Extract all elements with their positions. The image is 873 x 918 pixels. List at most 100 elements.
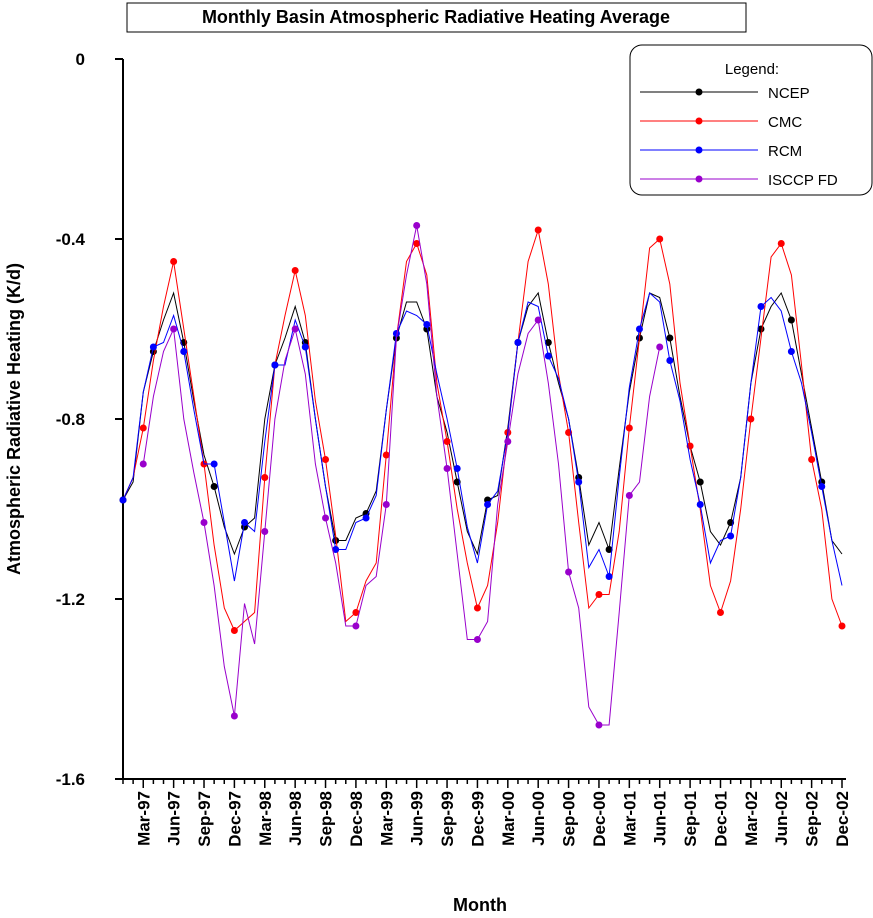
series-marker <box>808 456 816 463</box>
x-tick-label: Sep-01 <box>681 791 700 847</box>
series-marker <box>261 474 269 481</box>
series-marker <box>180 348 188 355</box>
series-marker <box>453 465 461 472</box>
legend-marker <box>695 175 703 183</box>
series-marker <box>413 222 421 229</box>
series-marker <box>332 546 340 553</box>
series-marker <box>230 627 238 634</box>
series-marker <box>818 483 826 490</box>
y-tick-label: -0.8 <box>56 410 85 429</box>
series-marker <box>170 258 178 265</box>
series-marker <box>595 721 603 729</box>
series-marker <box>291 325 299 333</box>
series-marker <box>210 483 218 490</box>
y-tick-label: 0 <box>76 50 85 69</box>
series-marker <box>605 546 613 553</box>
series-marker <box>261 528 269 535</box>
series-line <box>142 225 661 726</box>
series-marker <box>757 303 765 310</box>
series-marker <box>787 348 795 355</box>
series-marker <box>271 361 279 369</box>
chart-title: Monthly Basin Atmospheric Radiative Heat… <box>202 7 670 27</box>
x-tick-label: Jun-97 <box>165 791 184 846</box>
series-marker <box>666 357 674 364</box>
x-tick-label: Sep-98 <box>317 791 336 847</box>
series-marker <box>119 496 127 504</box>
series-marker <box>716 609 724 616</box>
x-axis-label: Month <box>453 895 507 915</box>
series-marker <box>443 438 451 445</box>
series-marker <box>534 316 542 324</box>
legend-label: NCEP <box>768 85 810 102</box>
x-tick-label: Mar-00 <box>499 791 518 846</box>
series-line <box>122 229 843 632</box>
series-marker <box>170 325 178 333</box>
series-marker <box>322 514 330 522</box>
series-marker <box>473 604 481 612</box>
series-marker <box>149 343 157 351</box>
x-tick-label: Dec-00 <box>590 791 609 847</box>
series-marker <box>352 609 360 616</box>
series-marker <box>423 321 431 328</box>
series-marker <box>352 622 360 630</box>
x-tick-label: Jun-98 <box>286 791 305 846</box>
series-marker <box>595 591 603 598</box>
legend-label: CMC <box>768 114 802 131</box>
series-marker <box>544 352 552 360</box>
series-marker <box>392 330 400 337</box>
series-marker <box>473 636 481 643</box>
series-marker <box>230 712 238 720</box>
x-tick-label: Dec-02 <box>833 791 852 847</box>
x-tick-label: Mar-01 <box>620 791 639 846</box>
x-tick-label: Dec-97 <box>225 791 244 847</box>
series-marker <box>696 501 704 508</box>
series-marker <box>139 424 147 432</box>
y-tick-label: -0.4 <box>56 230 86 249</box>
series-marker <box>605 573 613 580</box>
x-tick-label: Dec-01 <box>711 791 730 847</box>
series-marker <box>241 519 249 526</box>
series-marker <box>777 240 785 247</box>
series-marker <box>291 267 299 274</box>
series-marker <box>514 339 522 346</box>
series-line <box>122 292 843 586</box>
series-marker <box>838 622 846 630</box>
series-marker <box>544 339 552 346</box>
x-tick-label: Sep-00 <box>560 791 579 847</box>
series-marker <box>565 568 573 576</box>
x-tick-label: Sep-99 <box>438 791 457 847</box>
x-tick-label: Dec-98 <box>347 791 366 847</box>
x-tick-label: Jun-99 <box>408 791 427 846</box>
series-marker <box>200 519 208 526</box>
series-marker <box>747 415 755 423</box>
x-tick-label: Mar-02 <box>742 791 761 846</box>
series-marker <box>382 451 390 459</box>
series-marker <box>443 465 451 472</box>
series-marker <box>362 514 370 522</box>
series-marker <box>787 316 795 324</box>
legend-title: Legend: <box>725 61 779 78</box>
series-marker <box>484 501 492 508</box>
series-marker <box>625 492 633 499</box>
legend-marker <box>695 146 703 154</box>
series-marker <box>635 325 643 333</box>
x-tick-label: Dec-99 <box>468 791 487 847</box>
series-marker <box>139 460 147 468</box>
series-marker <box>382 501 390 508</box>
y-axis-label: Atmospheric Radiative Heating (K/d) <box>4 263 24 575</box>
x-tick-label: Sep-97 <box>195 791 214 847</box>
series-marker <box>534 226 542 234</box>
series-marker <box>666 334 674 342</box>
x-tick-label: Mar-98 <box>256 791 275 846</box>
series-marker <box>575 478 583 486</box>
legend-box <box>629 44 873 196</box>
legend-label: ISCCP FD <box>768 172 838 189</box>
title-box <box>126 2 747 33</box>
x-tick-label: Mar-99 <box>377 791 396 846</box>
y-tick-label: -1.2 <box>56 590 85 609</box>
series-marker <box>625 424 633 432</box>
legend-label: RCM <box>768 143 802 160</box>
series-marker <box>413 240 421 247</box>
legend-marker <box>695 117 703 125</box>
x-tick-label: Jun-02 <box>772 791 791 846</box>
